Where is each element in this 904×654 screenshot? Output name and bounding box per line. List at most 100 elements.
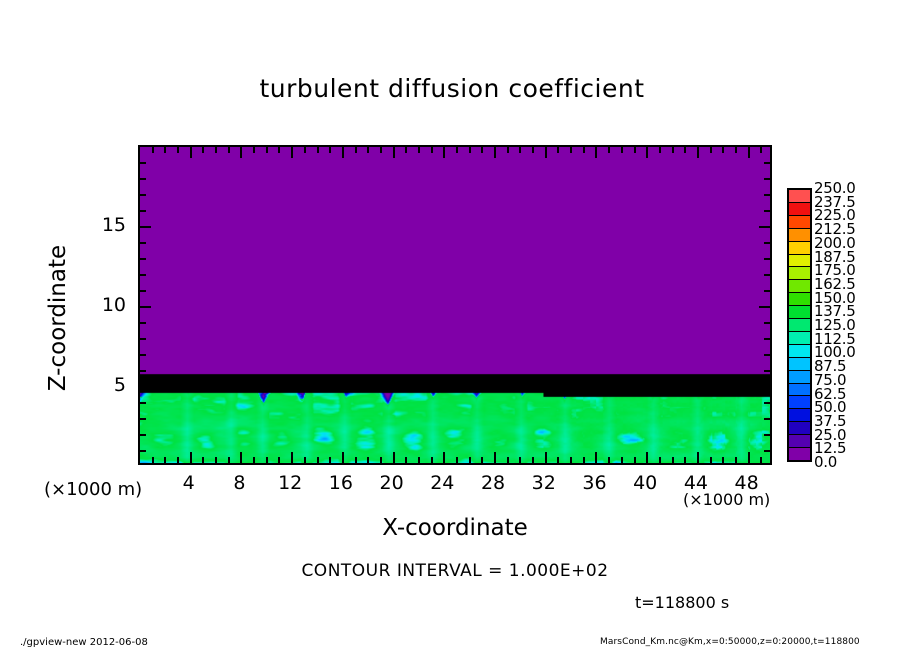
colorbar-label: 25.0	[814, 425, 847, 444]
x-tick-label: 44	[683, 472, 708, 494]
x-tick	[722, 457, 725, 463]
x-tick-top	[151, 147, 154, 153]
x-tick-top	[734, 147, 737, 153]
x-tick-top	[468, 147, 471, 153]
x-tick-top	[646, 147, 649, 158]
x-tick-top	[189, 147, 192, 158]
x-tick-top	[329, 147, 332, 153]
x-tick	[456, 457, 458, 463]
colorbar-label: 250.0	[814, 179, 856, 197]
y-tick-right	[764, 274, 770, 276]
x-tick	[303, 457, 306, 463]
x-tick-top	[557, 147, 560, 153]
x-tick	[468, 457, 471, 463]
x-tick	[189, 452, 192, 463]
x-tick-top	[354, 147, 357, 153]
x-tick	[684, 457, 687, 463]
x-tick	[265, 457, 268, 463]
x-tick	[202, 457, 205, 463]
colorbar-label: 150.0	[814, 288, 856, 307]
y-tick	[140, 290, 146, 292]
x-tick	[417, 457, 420, 463]
colorbar-label: 162.5	[814, 274, 856, 293]
colorbar-label: 175.0	[814, 261, 856, 280]
footer-command-label: ./gpview-new 2012-06-08	[20, 637, 148, 648]
x-tick	[519, 457, 522, 463]
y-tick-right	[764, 242, 770, 244]
colorbar-band	[789, 409, 810, 423]
x-tick-top	[722, 147, 725, 153]
x-tick-top	[747, 147, 750, 158]
x-tick-label: 32	[531, 472, 556, 494]
x-tick-top	[367, 147, 370, 153]
x-tick-top	[430, 147, 433, 153]
x-tick	[392, 452, 395, 463]
y-tick	[140, 450, 146, 452]
x-tick-top	[582, 147, 585, 153]
x-tick	[494, 452, 497, 463]
y-tick	[140, 354, 146, 356]
y-tick-right	[764, 162, 770, 164]
x-tick	[291, 452, 294, 463]
y-tick	[140, 402, 146, 404]
colorbar-band	[789, 241, 810, 255]
x-axis-title: X-coordinate	[382, 515, 528, 541]
x-tick-top	[177, 147, 180, 153]
y-tick	[140, 274, 146, 276]
x-tick-label: 16	[328, 472, 353, 494]
x-tick	[481, 457, 484, 463]
x-tick	[696, 452, 699, 463]
x-tick-top	[316, 147, 319, 153]
x-tick	[379, 457, 382, 463]
colorbar-label: 0.0	[814, 453, 837, 471]
x-tick-top	[341, 147, 344, 158]
colorbar-band	[789, 344, 810, 358]
x-tick-top	[494, 147, 497, 158]
x-tick	[341, 452, 344, 463]
x-tick	[405, 457, 408, 463]
colorbar-band	[789, 422, 810, 436]
y-tick-right	[764, 322, 770, 324]
x-tick	[177, 457, 180, 463]
colorbar-label: 225.0	[814, 206, 856, 225]
page-title: turbulent diffusion coefficient	[259, 74, 645, 103]
x-tick-top	[215, 147, 218, 153]
colorbar-label: 12.5	[814, 439, 847, 458]
colorbar-label: 200.0	[814, 233, 856, 252]
y-tick-right	[764, 418, 770, 420]
x-tick-label: 4	[182, 472, 195, 494]
y-tick-right	[759, 306, 770, 308]
contour-interval-label: CONTOUR INTERVAL = 1.000E+02	[301, 561, 609, 581]
y-tick	[140, 322, 146, 324]
y-axis-unit-label: (×1000 m)	[44, 479, 143, 500]
x-tick-label: 28	[480, 472, 506, 494]
colorbar-band	[789, 396, 810, 410]
y-tick	[140, 338, 146, 340]
x-tick	[620, 457, 623, 463]
x-tick	[240, 452, 243, 463]
x-tick	[646, 452, 649, 463]
y-tick-right	[759, 386, 770, 388]
x-tick-top	[506, 147, 509, 153]
y-tick-right	[764, 258, 770, 260]
y-tick-right	[764, 290, 770, 292]
x-tick	[354, 457, 357, 463]
y-tick-label: 15	[101, 214, 126, 236]
y-tick-right	[759, 226, 770, 228]
y-tick	[140, 242, 146, 244]
x-tick-label: 20	[379, 472, 404, 494]
x-tick	[709, 457, 712, 463]
x-tick-top	[481, 147, 484, 153]
x-tick-top	[658, 147, 661, 153]
x-tick-top	[405, 147, 408, 153]
colorbar-label: 87.5	[814, 357, 847, 376]
x-tick	[608, 457, 611, 463]
x-tick	[164, 457, 167, 463]
colorbar-band	[789, 331, 810, 345]
y-tick-right	[764, 194, 770, 196]
colorbar-label: 100.0	[814, 343, 856, 362]
x-tick	[430, 457, 433, 463]
colorbar-band	[789, 319, 810, 332]
x-tick	[367, 457, 370, 463]
colorbar-band	[789, 228, 810, 242]
